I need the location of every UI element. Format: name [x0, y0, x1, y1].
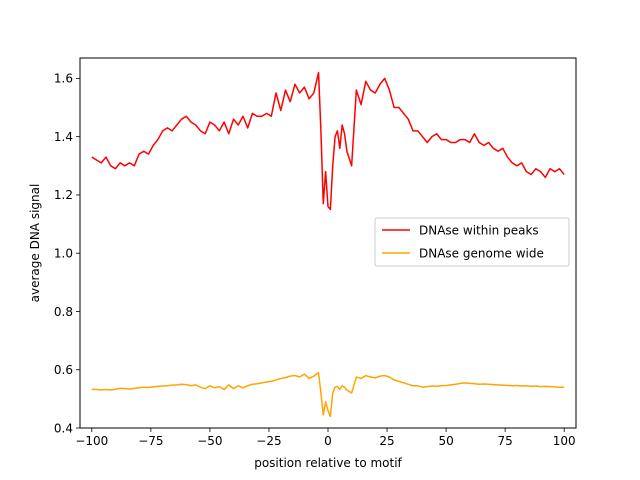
y-tick-label: 0.6: [54, 363, 73, 377]
x-axis: −100 −75 −50 −25 0 25 50 75 100: [75, 428, 576, 448]
series-line-0: [91, 71, 565, 211]
x-tick-label: −25: [256, 434, 281, 448]
x-tick-label: −50: [197, 434, 222, 448]
x-tick-label: 100: [553, 434, 576, 448]
x-tick-label: 50: [438, 434, 453, 448]
x-tick-label: −100: [75, 434, 108, 448]
series-line-1: [91, 371, 565, 418]
x-tick-label: −75: [138, 434, 163, 448]
x-axis-label: position relative to motif: [254, 456, 402, 470]
x-tick-label: 75: [498, 434, 513, 448]
y-tick-label: 0.8: [54, 305, 73, 319]
legend-label-within-peaks: DNAse within peaks: [419, 224, 539, 238]
series-layer: [91, 71, 565, 418]
y-axis: 0.4 0.6 0.8 1.0 1.2 1.4 1.6: [54, 72, 80, 435]
legend-box: [374, 217, 570, 267]
y-tick-label: 1.2: [54, 188, 73, 202]
x-tick-label: 25: [379, 434, 394, 448]
legend: DNAse within peaks DNAse genome wide: [374, 217, 570, 267]
y-tick-label: 1.4: [54, 130, 73, 144]
y-axis-label: average DNA signal: [28, 184, 42, 303]
y-tick-label: 0.4: [54, 421, 73, 435]
y-tick-label: 1.0: [54, 246, 73, 260]
y-tick-label: 1.6: [54, 72, 73, 86]
x-tick-label: 0: [324, 434, 332, 448]
legend-label-genome-wide: DNAse genome wide: [419, 247, 544, 261]
